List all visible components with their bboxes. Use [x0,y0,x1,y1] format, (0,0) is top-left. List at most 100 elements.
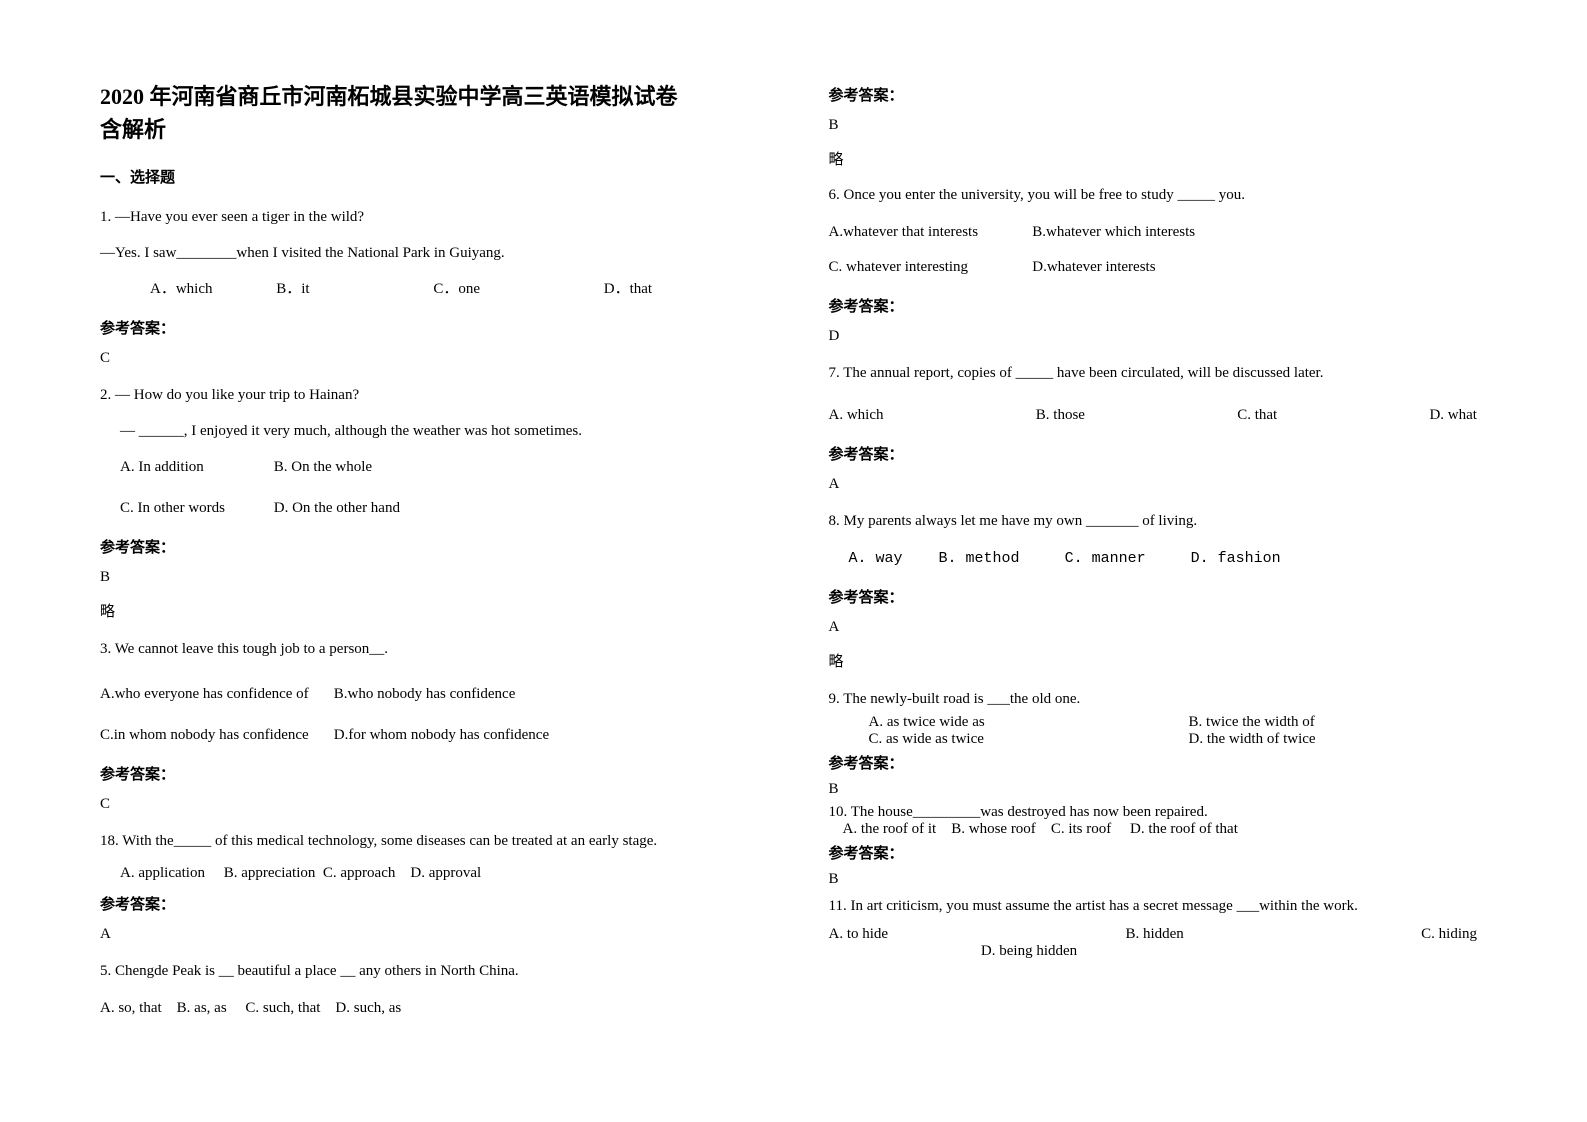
q9-answer: B [829,781,1498,798]
q6-options-row1: A.whatever that interests B.whatever whi… [829,219,1498,246]
q10-optC: C. its roof [1051,821,1111,837]
q8-brief: 略 [829,650,1498,671]
q3-stem: 3. We cannot leave this tough job to a p… [100,637,769,663]
q9-answer-label: 参考答案： [829,752,1498,773]
question-5: 5. Chengde Peak is __ beautiful a place … [100,959,769,1022]
question-8: 8. My parents always let me have my own … [829,509,1498,671]
q5-stem: 5. Chengde Peak is __ beautiful a place … [100,959,769,985]
question-2: 2. — How do you like your trip to Hainan… [100,383,769,621]
q8-optB: B. method [939,550,1020,567]
q7-optB: B. those [1036,402,1085,429]
q3-optD: D.for whom nobody has confidence [334,727,549,743]
q3-answer-label: 参考答案： [100,763,769,784]
q8-answer-label: 参考答案： [829,586,1498,607]
question-9: 9. The newly-built road is ___the old on… [829,687,1498,799]
q10-optA: A. the roof of it [843,821,937,837]
q2-options-row1: A. In addition B. On the whole [100,454,769,481]
q1-options: A．which B．it C．one D．that [100,276,769,303]
q9-options-row2: C. as wide as twice D. the width of twic… [829,731,1498,748]
q3-answer: C [100,796,769,813]
q4-optA: A. application [120,865,205,881]
q6-optD: D.whatever interests [1032,259,1155,275]
q4-optB: B. appreciation [224,865,316,881]
q1-stem-b: —Yes. I saw________when I visited the Na… [100,241,769,267]
q9-optB: B. twice the width of [1189,714,1315,731]
q9-stem: 9. The newly-built road is ___the old on… [829,687,1498,713]
q6-stem: 6. Once you enter the university, you wi… [829,183,1498,209]
q5-brief: 略 [829,148,1498,169]
q9-optA: A. as twice wide as [869,714,1189,731]
q10-answer-label: 参考答案： [829,842,1498,863]
q4-answer: A [100,926,769,943]
q6-optA: A.whatever that interests [829,219,1029,246]
q5-answer: B [829,117,1498,134]
left-column: 2020 年河南省商丘市河南柘城县实验中学高三英语模拟试卷 含解析 一、选择题 … [100,80,799,1082]
question-7: 7. The annual report, copies of _____ ha… [829,361,1498,494]
q9-optC: C. as wide as twice [869,731,1189,748]
q8-options: A. way B. method C. manner D. fashion [829,545,1498,572]
document-title: 2020 年河南省商丘市河南柘城县实验中学高三英语模拟试卷 含解析 [100,80,769,146]
q10-options: A. the roof of it B. whose roof C. its r… [829,821,1498,838]
q10-optD: D. the roof of that [1130,821,1238,837]
q11-optD: D. being hidden [981,943,1077,959]
q2-brief: 略 [100,600,769,621]
q11-optA: A. to hide [829,926,889,943]
q3-optC: C.in whom nobody has confidence [100,722,330,749]
q5-answer-label: 参考答案： [829,84,1498,105]
q6-optC: C. whatever interesting [829,254,1029,281]
q4-optD: D. approval [410,865,481,881]
q11-options-row1: A. to hide B. hidden C. hiding [829,926,1498,943]
q3-options-row2: C.in whom nobody has confidence D.for wh… [100,722,769,749]
q11-stem: 11. In art criticism, you must assume th… [829,894,1498,920]
title-line-1: 2020 年河南省商丘市河南柘城县实验中学高三英语模拟试卷 [100,80,769,113]
q8-optC: C. manner [1065,550,1146,567]
q6-optB: B.whatever which interests [1032,224,1195,240]
q8-optA: A. way [849,550,903,567]
q1-stem-a: 1. —Have you ever seen a tiger in the wi… [100,205,769,231]
q2-optD: D. On the other hand [274,500,400,516]
q4-answer-label: 参考答案： [100,893,769,914]
q7-stem: 7. The annual report, copies of _____ ha… [829,361,1498,387]
q6-answer: D [829,328,1498,345]
q2-optA: A. In addition [120,454,270,481]
question-1: 1. —Have you ever seen a tiger in the wi… [100,205,769,367]
q5-optB: B. as, as [177,1000,227,1016]
q1-optC: C．one [433,281,480,297]
question-10: 10. The house_________was destroyed has … [829,804,1498,888]
q2-optC: C. In other words [120,495,270,522]
right-column: 参考答案： B 略 6. Once you enter the universi… [799,80,1498,1082]
q4-options: A. application B. appreciation C. approa… [100,860,769,887]
q1-optA: A．which [150,281,213,297]
q2-optB: B. On the whole [274,459,372,475]
q11-optC: C. hiding [1421,926,1477,943]
q8-answer: A [829,619,1498,636]
question-4: 18. With the_____ of this medical techno… [100,829,769,944]
q4-stem: 18. With the_____ of this medical techno… [100,829,769,855]
q3-optB: B.who nobody has confidence [334,686,516,702]
q10-answer: B [829,871,1498,888]
q2-stem-a: 2. — How do you like your trip to Hainan… [100,383,769,409]
q2-options-row2: C. In other words D. On the other hand [100,495,769,522]
q1-optB: B．it [276,281,309,297]
q10-optB: B. whose roof [951,821,1036,837]
question-6: 6. Once you enter the university, you wi… [829,183,1498,345]
q8-stem: 8. My parents always let me have my own … [829,509,1498,535]
q7-optC: C. that [1237,402,1277,429]
q9-optD: D. the width of twice [1189,731,1316,748]
q6-options-row2: C. whatever interesting D.whatever inter… [829,254,1498,281]
q2-stem-b: — ______, I enjoyed it very much, althou… [100,419,769,445]
q5-optA: A. so, that [100,1000,162,1016]
q6-answer-label: 参考答案： [829,295,1498,316]
q2-answer: B [100,569,769,586]
q7-answer: A [829,476,1498,493]
q5-options: A. so, that B. as, as C. such, that D. s… [100,995,769,1022]
q10-stem: 10. The house_________was destroyed has … [829,804,1498,821]
q7-optA: A. which [829,402,884,429]
title-line-2: 含解析 [100,113,769,146]
q4-optC: C. approach [323,865,395,881]
q1-answer: C [100,350,769,367]
q3-optA: A.who everyone has confidence of [100,681,330,708]
q7-options: A. which B. those C. that D. what [829,402,1498,429]
question-11: 11. In art criticism, you must assume th… [829,894,1498,960]
q7-optD: D. what [1429,402,1477,429]
